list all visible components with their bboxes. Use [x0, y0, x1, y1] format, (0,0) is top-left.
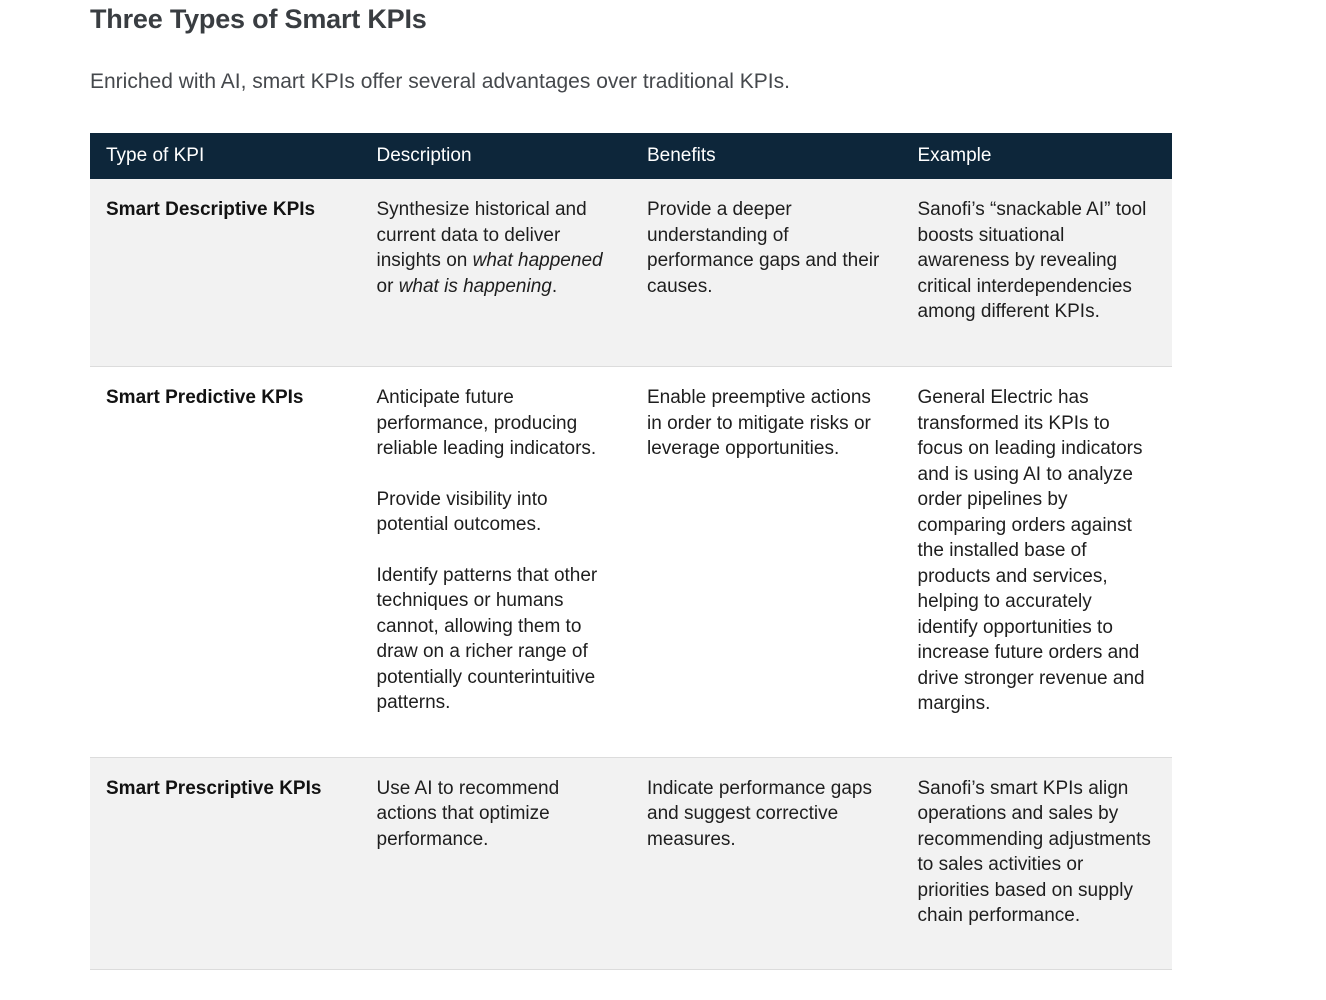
table-header-row: Type of KPI Description Benefits Example — [90, 133, 1172, 180]
table-body: Smart Descriptive KPIs Synthesize histori… — [90, 179, 1172, 970]
kpi-type-label: Smart Predictive KPIs — [106, 387, 304, 409]
description-paragraph: Use AI to recommend actions that optimiz… — [376, 777, 560, 850]
description-paragraph: Anticipate future performance, producing… — [376, 387, 597, 460]
cell-kpi-type: Smart Prescriptive KPIs — [90, 758, 361, 969]
cell-kpi-type: Smart Predictive KPIs — [90, 367, 361, 757]
text-segment: . — [551, 275, 558, 297]
cell-benefits: Provide a deeper understanding of perfor… — [631, 179, 902, 366]
benefits-paragraph: Provide a deeper understanding of perfor… — [647, 199, 880, 297]
example-paragraph: Sanofi’s “snackable AI” tool boosts situ… — [917, 199, 1147, 323]
description-paragraph: Provide visibility into potential outcom… — [376, 488, 548, 536]
cell-example: Sanofi’s “snackable AI” tool boosts situ… — [902, 179, 1173, 366]
italic-text-segment: what is happening — [398, 275, 552, 297]
table-row: Smart Predictive KPIs Anticipate future p… — [90, 367, 1172, 758]
column-header-example: Example — [917, 145, 992, 167]
page-subtitle: Enriched with AI, smart KPIs offer sever… — [90, 70, 790, 94]
table-row: Smart Descriptive KPIs Synthesize histori… — [90, 179, 1173, 368]
column-header-type: Type of KPI — [106, 145, 205, 167]
page-title: Three Types of Smart KPIs — [90, 4, 427, 34]
italic-text-segment: what happened — [472, 250, 603, 272]
example-paragraph: General Electric has transformed its KPI… — [917, 387, 1145, 715]
kpi-type-label: Smart Prescriptive KPIs — [106, 777, 322, 799]
cell-benefits: Indicate performance gaps and suggest co… — [631, 758, 902, 969]
cell-description: Anticipate future performance, producing… — [361, 367, 632, 757]
benefits-paragraph: Indicate performance gaps and suggest co… — [647, 777, 872, 850]
text-segment: or — [376, 275, 399, 297]
column-header-description: Description — [376, 145, 472, 167]
cell-example: Sanofi’s smart KPIs align operations and… — [902, 758, 1173, 969]
table-row: Smart Prescriptive KPIs Use AI to recomme… — [90, 757, 1173, 970]
description-paragraph: Identify patterns that other techniques … — [376, 564, 598, 714]
cell-kpi-type: Smart Descriptive KPIs — [90, 179, 361, 366]
article-content: Three Types of Smart KPIs Enriched with … — [90, 4, 1172, 970]
column-header-benefits: Benefits — [647, 145, 716, 167]
kpi-table: Type of KPI Description Benefits Example… — [90, 133, 1172, 970]
example-paragraph: Sanofi’s smart KPIs align operations and… — [917, 777, 1151, 927]
description-paragraph: Synthesize historical and current data t… — [377, 197, 616, 299]
cell-description: Synthesize historical and current data t… — [361, 179, 632, 366]
cell-benefits: Enable preemptive actions in order to mi… — [631, 367, 902, 757]
kpi-type-label: Smart Descriptive KPIs — [106, 199, 316, 221]
benefits-paragraph: Enable preemptive actions in order to mi… — [647, 387, 871, 460]
cell-description: Use AI to recommend actions that optimiz… — [361, 758, 632, 969]
text-segment: Synthesize historical and current data t… — [376, 199, 587, 272]
cell-example: General Electric has transformed its KPI… — [902, 367, 1173, 757]
